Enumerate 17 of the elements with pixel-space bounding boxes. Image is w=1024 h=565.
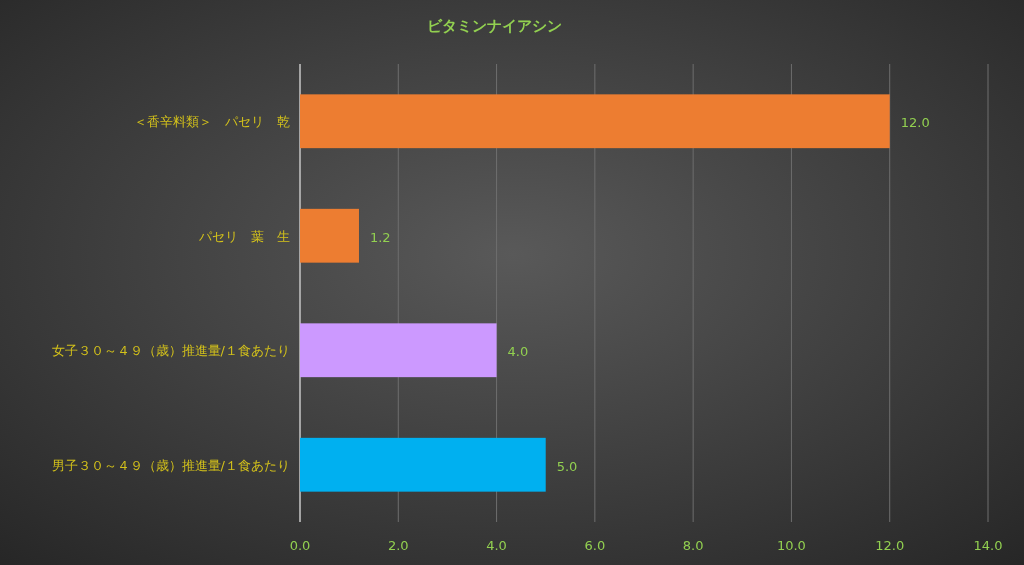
- y-tick-label: 男子３０～４９（歳）推進量/１食あたり: [51, 457, 290, 473]
- y-tick-label: ＜香辛料類＞ パセリ 乾: [134, 114, 290, 130]
- x-tick-label: 4.0: [486, 538, 507, 553]
- data-label: 4.0: [507, 344, 529, 360]
- data-label: 5.0: [556, 458, 578, 474]
- data-label: 12.0: [900, 115, 930, 131]
- x-tick-label: 10.0: [776, 538, 806, 553]
- x-tick-label: 12.0: [875, 538, 905, 553]
- x-tick-label: 6.0: [584, 538, 606, 553]
- chart-title: ビタミンナイアシン: [426, 17, 562, 35]
- y-tick-label: パセリ 葉 生: [198, 228, 290, 244]
- x-tick-label: 2.0: [387, 538, 409, 553]
- y-tick-label: 女子３０～４９（歳）推進量/１食あたり: [51, 343, 290, 359]
- x-tick-label: 14.0: [973, 538, 1003, 553]
- data-label: 1.2: [369, 229, 391, 245]
- x-tick-label: 8.0: [682, 538, 704, 553]
- x-tick-label: 0.0: [289, 538, 311, 553]
